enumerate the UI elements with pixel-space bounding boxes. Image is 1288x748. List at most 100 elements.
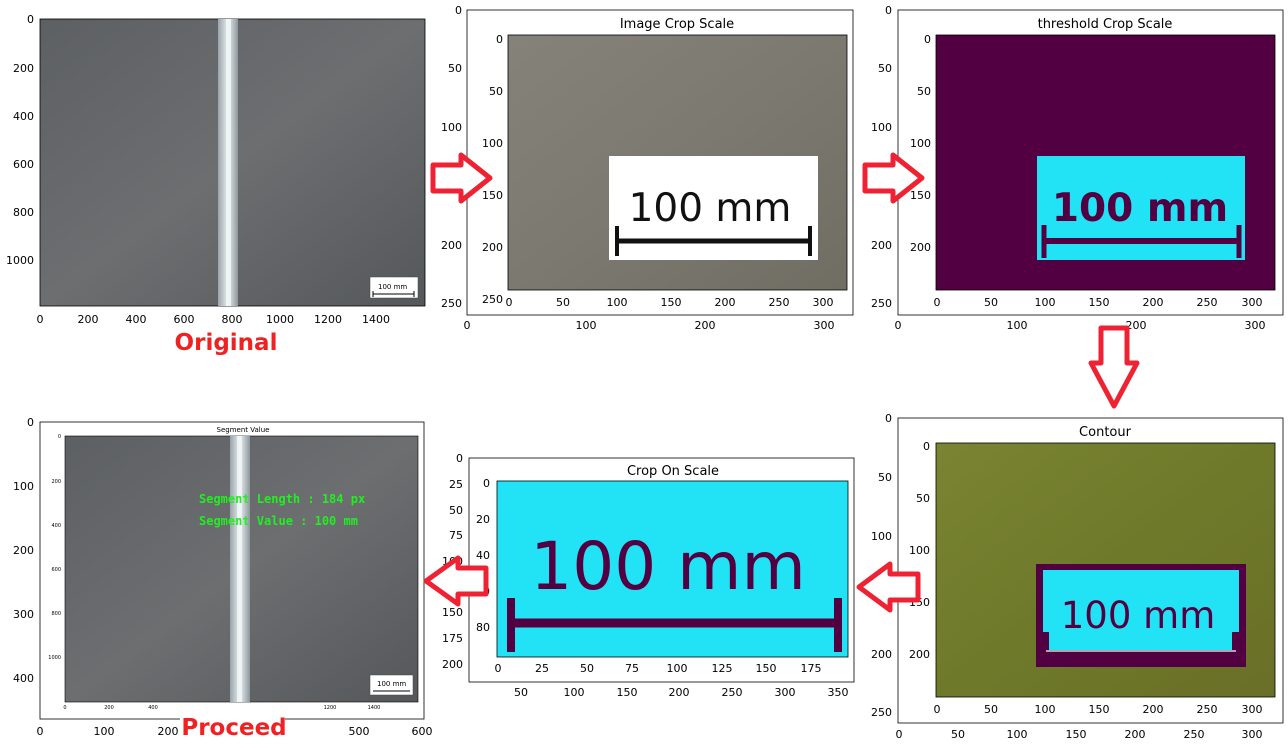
x-tick-label: 175 [801,662,822,675]
y-tick-label: 0 [456,452,463,465]
scale-text: 100 mm [1052,186,1228,231]
y-tick-label: 200 [442,658,463,671]
x-tick-label: 0 [934,296,941,309]
x-tick-label: 800 [222,313,243,326]
scale-label-card: 100 mm [609,156,818,260]
y-tick-label: 50 [449,504,463,517]
x-tick-label: 50 [580,662,594,675]
y-tick-label: 80 [476,621,490,634]
x-tick-label: 0 [63,705,66,711]
outer-x-axis: 50 100 150 200 250 300 350 [514,686,849,699]
x-tick-label: 200 [1126,319,1147,332]
x-tick-label: 150 [661,296,682,309]
x-tick-label: 0 [37,725,44,738]
y-tick-label: 0 [483,477,490,490]
y-tick-label: 800 [51,611,61,617]
y-tick-label: 100 [871,530,892,543]
x-tick-label: 500 [349,725,370,738]
x-tick-label: 200 [104,705,114,711]
inner-x-axis: 0 50 100 150 200 250 300 [934,703,1263,716]
panel-threshold: 0 50 100 150 200 250 0 100 200 300 thres… [871,4,1284,332]
x-tick-label: 100 [1007,728,1028,741]
x-tick-label: 1200 [324,705,337,711]
x-tick-label: 400 [148,705,158,711]
y-tick-label: 800 [13,206,34,219]
y-tick-label: 100 [910,137,931,150]
x-tick-label: 0 [495,662,502,675]
x-tick-label: 125 [712,662,733,675]
original-y-axis: 0 200 400 600 800 1000 [6,13,34,267]
x-tick-label: 1200 [314,313,342,326]
x-tick-label: 350 [828,686,849,699]
y-tick-label: 300 [13,608,34,621]
y-tick-label: 250 [871,706,892,719]
x-tick-label: 300 [1242,728,1263,741]
y-tick-label: 200 [910,241,931,254]
caption-original: Original [175,330,278,356]
x-tick-label: 200 [1125,728,1146,741]
original-x-axis: 0 200 400 600 800 1000 1200 1400 [37,313,391,326]
x-tick-label: 100 [1035,296,1056,309]
x-tick-label: 50 [984,703,998,716]
y-tick-label: 150 [910,189,931,202]
y-tick-label: 0 [923,440,930,453]
x-tick-label: 300 [1245,319,1266,332]
scale-bar-badge: 100 mm [369,674,414,696]
x-tick-label: 50 [984,296,998,309]
panel-original: 100 mm 0 200 400 600 800 1000 0 200 400 … [6,13,426,356]
x-tick-label: 150 [1089,703,1110,716]
y-tick-label: 0 [885,4,892,17]
scale-bar [507,598,842,652]
y-tick-label: 150 [482,189,503,202]
x-tick-label: 150 [1089,296,1110,309]
y-tick-label: 600 [51,567,61,573]
x-tick-label: 250 [769,296,790,309]
y-tick-label: 0 [58,434,61,440]
y-tick-label: 100 [909,544,930,557]
panel-title: Crop On Scale [627,464,719,479]
x-tick-label: 25 [535,662,549,675]
right-arrow-icon [430,152,493,204]
y-tick-label: 200 [482,241,503,254]
y-tick-label: 100 [13,480,34,493]
x-tick-label: 0 [464,319,471,332]
x-tick-label: 300 [1242,296,1263,309]
x-tick-label: 200 [715,296,736,309]
y-tick-label: 0 [27,13,34,26]
x-tick-label: 250 [1197,296,1218,309]
x-tick-label: 100 [94,725,115,738]
x-tick-label: 50 [556,296,570,309]
x-tick-label: 150 [1066,728,1087,741]
inner-x-axis: 0 200 400 1200 1400 [63,705,380,711]
x-tick-label: 100 [1007,319,1028,332]
panel-title: Contour [1079,425,1132,440]
y-tick-label: 25 [449,478,463,491]
y-tick-label: 50 [878,62,892,75]
x-tick-label: 0 [37,313,44,326]
y-tick-label: 1000 [6,254,34,267]
y-tick-label: 400 [51,523,61,529]
x-tick-label: 0 [934,703,941,716]
panel-proceed: 0 100 200 300 400 0 100 200 500 600 Segm… [13,416,433,743]
y-tick-label: 250 [482,293,503,306]
scale-text: 100 mm [1061,594,1215,637]
panel-contour: 0 50 100 150 200 250 0 50 100 150 200 25… [871,412,1284,741]
x-tick-label: 1000 [266,313,294,326]
down-arrow-icon [1088,325,1140,409]
panel-image-crop: 0 50 100 150 200 250 0 100 200 300 Image… [441,4,854,332]
x-tick-label: 250 [1197,703,1218,716]
x-tick-label: 100 [564,686,585,699]
y-tick-label: 50 [448,62,462,75]
y-tick-label: 200 [441,239,462,252]
x-tick-label: 200 [158,725,179,738]
y-tick-label: 200 [13,544,34,557]
x-tick-label: 1400 [362,313,390,326]
left-arrow-icon [856,561,921,613]
scale-bar-text: 100 mm [378,283,407,291]
y-tick-label: 0 [496,33,503,46]
x-tick-label: 100 [607,296,628,309]
x-tick-label: 300 [1242,703,1263,716]
y-tick-label: 100 [871,121,892,134]
y-tick-label: 1000 [48,655,61,661]
